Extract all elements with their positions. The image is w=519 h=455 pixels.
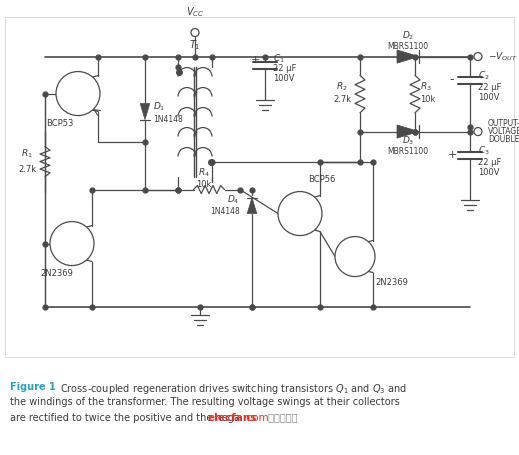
Circle shape	[335, 237, 375, 277]
Text: 1N4148: 1N4148	[210, 207, 240, 216]
Text: 1N4148: 1N4148	[153, 115, 183, 124]
Text: $Q_2$: $Q_2$	[68, 233, 80, 246]
Text: $C_2$: $C_2$	[478, 70, 490, 82]
Text: BCP53: BCP53	[46, 119, 74, 127]
Text: $Q_3$: $Q_3$	[296, 203, 308, 216]
Text: elecfans: elecfans	[207, 413, 256, 423]
Text: VOLTAGE: VOLTAGE	[488, 127, 519, 136]
Polygon shape	[247, 197, 257, 213]
Text: +: +	[251, 55, 260, 65]
Polygon shape	[397, 125, 419, 138]
Text: $Q_1$: $Q_1$	[74, 83, 86, 96]
Text: -: -	[450, 73, 454, 86]
Text: 2.7k: 2.7k	[18, 165, 36, 173]
Text: DOUBLER: DOUBLER	[488, 135, 519, 144]
Text: the windings of the transformer. The resulting voltage swings at their collector: the windings of the transformer. The res…	[10, 397, 400, 407]
Text: BCP56: BCP56	[308, 175, 335, 183]
Circle shape	[278, 192, 322, 236]
Text: 22 μF: 22 μF	[273, 64, 296, 73]
Text: 10k: 10k	[420, 95, 435, 104]
Text: $D_4$: $D_4$	[227, 193, 240, 206]
Text: 100V: 100V	[478, 92, 499, 101]
Text: $R_1$: $R_1$	[21, 147, 33, 160]
Text: Figure 1: Figure 1	[10, 382, 56, 392]
Text: $Q_4$: $Q_4$	[351, 248, 363, 260]
Text: 100V: 100V	[478, 167, 499, 177]
Text: are rectified to twice the positive and the nega: are rectified to twice the positive and …	[10, 413, 240, 423]
Text: Cross-coupled regeneration drives switching transistors $Q_1$ and $Q_3$ and: Cross-coupled regeneration drives switch…	[57, 382, 407, 396]
Polygon shape	[397, 50, 419, 63]
Circle shape	[474, 52, 482, 61]
Text: +: +	[447, 150, 457, 160]
Text: 100V: 100V	[273, 74, 294, 83]
Text: MBRS1100: MBRS1100	[388, 41, 429, 51]
Circle shape	[56, 71, 100, 116]
Text: $R_4$: $R_4$	[198, 167, 210, 179]
Text: 10k: 10k	[196, 180, 212, 188]
Text: ·com: ·com	[244, 413, 270, 423]
Text: 电子发烧友: 电子发烧友	[265, 413, 297, 423]
Text: 2N2369: 2N2369	[40, 268, 73, 278]
Text: OUTPUT-: OUTPUT-	[488, 119, 519, 128]
Text: MBRS1100: MBRS1100	[388, 147, 429, 156]
Text: $T_1$: $T_1$	[189, 38, 201, 51]
Text: $D_3$: $D_3$	[402, 135, 414, 147]
Polygon shape	[140, 104, 150, 120]
Text: $D_2$: $D_2$	[402, 30, 414, 42]
Text: $-V_{OUT}$: $-V_{OUT}$	[488, 51, 517, 63]
Text: $D_1$: $D_1$	[153, 100, 166, 113]
Text: $R_3$: $R_3$	[420, 80, 432, 92]
Circle shape	[191, 29, 199, 36]
Text: $R_2$: $R_2$	[336, 80, 348, 92]
Text: 2.7k: 2.7k	[333, 95, 351, 104]
Text: $C_1$: $C_1$	[273, 52, 285, 65]
Text: $C_3$: $C_3$	[478, 145, 490, 157]
Circle shape	[50, 222, 94, 266]
Text: 2N2369: 2N2369	[375, 278, 408, 287]
Text: $V_{CC}$: $V_{CC}$	[186, 5, 204, 19]
Text: 22 μF: 22 μF	[478, 157, 501, 167]
Circle shape	[474, 127, 482, 136]
Text: 22 μF: 22 μF	[478, 82, 501, 91]
